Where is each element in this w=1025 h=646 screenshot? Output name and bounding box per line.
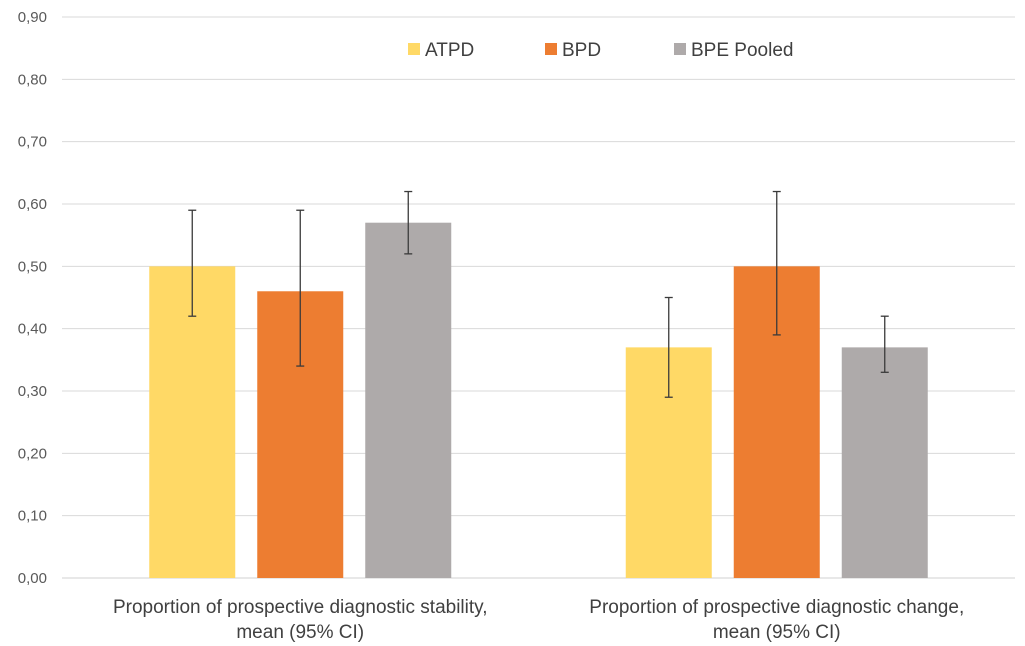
error-bar-bpd-1 bbox=[296, 209, 305, 367]
error-bar-atpd-2 bbox=[664, 296, 673, 398]
y-tick-label: 0,30 bbox=[18, 383, 47, 400]
y-tick-label: 0,40 bbox=[18, 321, 47, 338]
legend-swatch bbox=[674, 43, 686, 55]
legend-swatch bbox=[408, 43, 420, 55]
x-category-label: Proportion of prospective diagnostic cha… bbox=[589, 597, 964, 618]
bar-bpe-pooled-1 bbox=[365, 222, 452, 578]
error-bar-atpd-1 bbox=[188, 209, 197, 317]
bars bbox=[149, 222, 928, 578]
legend-label: BPE Pooled bbox=[691, 40, 793, 61]
error-bar-bpe-pooled-2 bbox=[880, 315, 889, 373]
legend-label: BPD bbox=[562, 40, 601, 61]
x-category-label: mean (95% CI) bbox=[713, 622, 841, 643]
x-axis-category-labels: Proportion of prospective diagnostic sta… bbox=[113, 597, 964, 643]
y-axis-tick-labels: 0,00 0,10 0,20 0,30 0,40 0,50 0,60 0,70 0,80 0,90 bbox=[18, 9, 47, 587]
error-bar-bpd-2 bbox=[772, 190, 781, 336]
bar-bpe-pooled-2 bbox=[841, 347, 928, 578]
legend-swatch bbox=[545, 43, 557, 55]
y-tick-label: 0,80 bbox=[18, 71, 47, 88]
legend-item-bpe-pooled: BPE Pooled bbox=[674, 40, 793, 61]
x-category-label: mean (95% CI) bbox=[236, 622, 364, 643]
bar-atpd-1 bbox=[149, 266, 236, 578]
y-tick-label: 0,10 bbox=[18, 508, 47, 525]
legend-item-atpd: ATPD bbox=[408, 40, 474, 61]
y-tick-label: 0,50 bbox=[18, 258, 47, 275]
legend: ATPD BPD BPE Pooled bbox=[408, 40, 793, 61]
error-bars bbox=[188, 190, 889, 398]
y-tick-label: 0,90 bbox=[18, 9, 47, 26]
y-tick-label: 0,00 bbox=[18, 570, 47, 587]
legend-item-bpd: BPD bbox=[545, 40, 601, 61]
y-tick-label: 0,60 bbox=[18, 196, 47, 213]
error-bar-bpe-pooled-1 bbox=[404, 190, 413, 255]
y-tick-label: 0,70 bbox=[18, 134, 47, 151]
x-category-label: Proportion of prospective diagnostic sta… bbox=[113, 597, 488, 618]
y-tick-label: 0,20 bbox=[18, 445, 47, 462]
legend-label: ATPD bbox=[425, 40, 474, 61]
